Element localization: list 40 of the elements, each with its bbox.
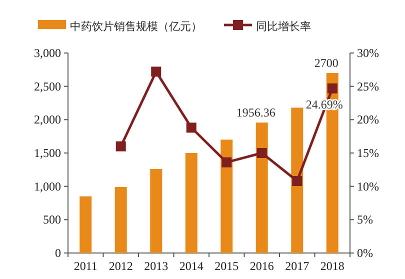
- y-tick-label: 1,500: [34, 146, 61, 160]
- bar: [150, 169, 162, 253]
- bar: [291, 108, 304, 253]
- y-tick-label: 500: [43, 212, 61, 227]
- y2-tick-label: 15%: [357, 146, 379, 160]
- x-tick-label: 2012: [108, 259, 133, 273]
- data-label: 1956.36: [236, 106, 276, 120]
- point: [222, 157, 232, 168]
- x-tick-label: 2016: [250, 259, 274, 273]
- y2-tick-label: 10%: [357, 179, 379, 194]
- point: [292, 176, 302, 186]
- y2-tick-label: 20%: [357, 112, 379, 127]
- y-tick-label: 1,000: [34, 179, 61, 194]
- data-label: 2700: [314, 56, 338, 70]
- y-tick-label: 2,000: [34, 112, 61, 127]
- y-tick-label: 0: [55, 246, 61, 260]
- x-tick-label: 2011: [74, 259, 98, 273]
- bar: [256, 122, 268, 253]
- bar: [114, 187, 127, 253]
- bar: [80, 196, 92, 253]
- point: [116, 141, 126, 152]
- point: [327, 83, 338, 94]
- point: [256, 148, 267, 158]
- x-tick-label: 2017: [285, 259, 310, 273]
- bar: [185, 153, 198, 253]
- x-tick-label: 2013: [144, 259, 168, 273]
- x-tick-label: 2015: [214, 259, 239, 273]
- legend-label: 同比增长率: [256, 20, 311, 33]
- y2-tick-label: 25%: [357, 79, 379, 94]
- point: [151, 66, 162, 77]
- y-tick-label: 3,000: [34, 46, 61, 60]
- legend-label: 中药饮片销售规模（亿元）: [70, 20, 202, 33]
- bar: [220, 140, 233, 253]
- y2-tick-label: 0%: [357, 246, 373, 260]
- y2-tick-label: 5%: [357, 212, 373, 227]
- x-tick-label: 2014: [179, 259, 204, 273]
- x-tick-label: 2018: [320, 259, 344, 273]
- point: [186, 122, 196, 133]
- y2-tick-label: 30%: [357, 46, 379, 60]
- y-tick-label: 2,500: [34, 79, 61, 94]
